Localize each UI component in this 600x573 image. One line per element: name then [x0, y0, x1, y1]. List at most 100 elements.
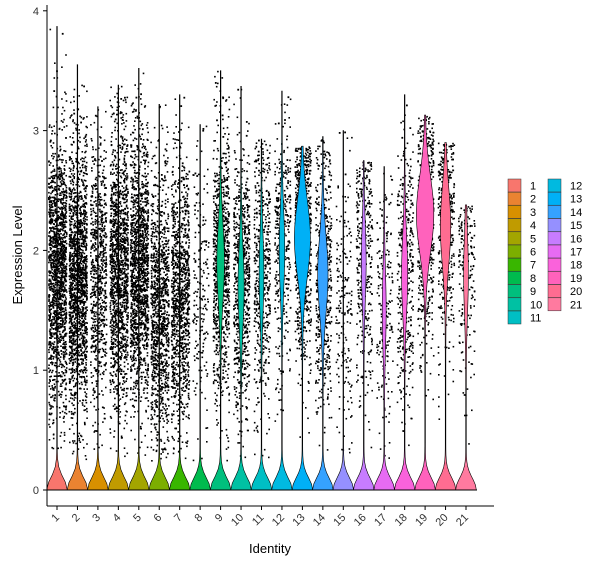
data-point	[119, 245, 121, 247]
data-point	[93, 334, 95, 337]
data-point	[96, 230, 98, 232]
data-point	[51, 259, 54, 261]
data-point	[63, 257, 65, 260]
data-point	[95, 369, 97, 371]
data-point	[75, 300, 77, 302]
data-point	[69, 271, 72, 274]
data-point	[124, 164, 126, 167]
data-point	[100, 227, 103, 230]
data-point	[116, 330, 118, 333]
data-point	[63, 440, 66, 442]
data-point	[81, 334, 83, 336]
data-point	[51, 212, 53, 214]
data-point	[54, 315, 57, 317]
data-point	[62, 337, 65, 340]
data-point	[127, 266, 129, 268]
data-point	[92, 265, 94, 268]
data-point	[102, 254, 104, 256]
data-point	[109, 322, 112, 324]
data-point	[71, 369, 74, 371]
data-point	[51, 196, 53, 199]
data-point	[85, 306, 87, 309]
data-point	[57, 265, 60, 268]
data-point	[74, 353, 76, 356]
data-point	[71, 345, 73, 348]
data-point	[78, 162, 80, 165]
data-point	[53, 341, 56, 343]
data-point	[86, 224, 88, 226]
data-point	[84, 156, 87, 159]
data-point	[115, 245, 118, 248]
data-point	[82, 118, 85, 120]
data-point	[75, 252, 77, 255]
data-point	[85, 355, 88, 358]
data-point	[65, 268, 68, 271]
data-point	[61, 154, 64, 156]
data-point	[73, 331, 76, 333]
data-point	[78, 344, 80, 346]
data-point	[120, 294, 122, 296]
data-point	[59, 213, 62, 215]
data-point	[62, 173, 65, 175]
data-point	[79, 212, 82, 214]
data-point	[57, 270, 60, 273]
data-point	[96, 334, 98, 337]
data-point	[75, 232, 77, 234]
data-point	[52, 362, 54, 364]
data-point	[60, 266, 62, 269]
data-point	[58, 327, 61, 329]
data-point	[58, 243, 60, 246]
data-point	[111, 379, 114, 381]
data-point	[79, 295, 81, 298]
data-point	[105, 263, 107, 266]
data-point	[57, 352, 60, 354]
data-point	[84, 318, 87, 320]
data-point	[79, 222, 81, 224]
data-point	[72, 364, 74, 367]
data-point	[124, 309, 127, 312]
data-point	[73, 273, 75, 275]
data-point	[84, 329, 86, 331]
data-point	[70, 319, 72, 322]
data-point	[63, 118, 65, 121]
data-point	[80, 269, 83, 272]
data-point	[119, 254, 122, 256]
data-point	[94, 290, 96, 293]
data-point	[62, 364, 64, 367]
data-point	[48, 200, 51, 202]
data-point	[65, 197, 67, 199]
data-point	[99, 338, 102, 341]
data-point	[110, 417, 113, 419]
data-point	[75, 159, 78, 161]
data-point	[58, 272, 61, 275]
data-point	[93, 448, 96, 450]
data-point	[73, 318, 76, 321]
data-point	[77, 219, 80, 222]
data-point	[53, 375, 56, 377]
data-point	[95, 311, 97, 313]
data-point	[109, 231, 112, 233]
data-point	[121, 333, 124, 335]
data-point	[95, 255, 98, 257]
data-point	[55, 322, 57, 324]
data-point	[82, 231, 84, 234]
data-point	[49, 28, 52, 31]
data-point	[83, 321, 85, 323]
data-point	[71, 355, 73, 357]
data-point	[95, 296, 97, 299]
data-point	[113, 364, 116, 366]
data-point	[69, 292, 71, 294]
data-point	[81, 363, 83, 365]
data-point	[75, 338, 78, 341]
data-point	[48, 330, 51, 332]
data-point	[58, 316, 60, 319]
data-point	[114, 149, 116, 152]
data-point	[118, 343, 121, 346]
data-point	[59, 217, 62, 219]
data-point	[118, 321, 121, 323]
data-point	[92, 321, 95, 324]
data-point	[63, 172, 66, 174]
data-point	[100, 184, 103, 186]
data-point	[53, 350, 55, 352]
data-point	[110, 214, 113, 217]
